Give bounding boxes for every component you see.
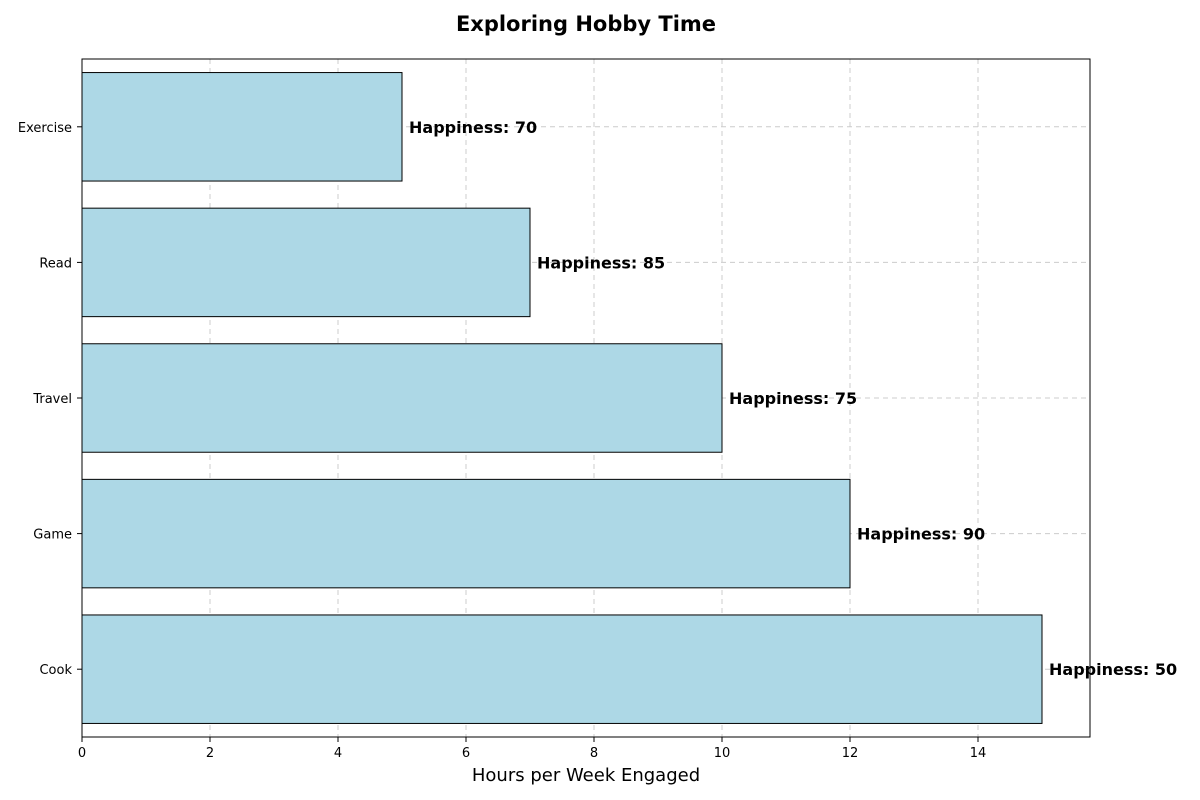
- data-label-exercise: Happiness: 70: [409, 118, 537, 137]
- data-label-cook: Happiness: 50: [1049, 660, 1177, 679]
- x-tick-label: 0: [78, 746, 86, 761]
- x-tick-label: 4: [334, 746, 342, 761]
- data-label-game: Happiness: 90: [857, 525, 985, 544]
- bars-layer: [81, 72, 1043, 724]
- x-tick-label: 8: [590, 746, 598, 761]
- data-labels-layer: Happiness: 50 Happiness: 90 Happiness: 75 H…: [409, 118, 1177, 679]
- y-tick-label-exercise: Exercise: [18, 121, 72, 136]
- x-tick-label: 6: [462, 746, 470, 761]
- x-tick-label: 10: [714, 746, 731, 761]
- y-tick-label-cook: Cook: [39, 663, 72, 678]
- x-tick-label: 2: [206, 746, 214, 761]
- y-tick-label-game: Game: [33, 528, 72, 543]
- y-tick-label-travel: Travel: [32, 392, 72, 407]
- x-axis-label: Hours per Week Engaged: [472, 765, 700, 786]
- bar-exercise: [81, 72, 403, 182]
- chart-title: Exploring Hobby Time: [456, 12, 716, 36]
- bar-cook: [81, 614, 1043, 724]
- bar-travel: [81, 343, 723, 453]
- ticks-layer: 0 2 4 6 8 10 12 14 Cook Game Travel Read Exercise: [18, 121, 986, 761]
- bar-game: [81, 478, 851, 589]
- data-label-travel: Happiness: 75: [729, 389, 857, 408]
- data-label-read: Happiness: 85: [537, 253, 665, 272]
- bar-read: [81, 207, 531, 318]
- x-tick-label: 12: [842, 746, 859, 761]
- x-tick-label: 14: [970, 746, 987, 761]
- y-tick-label-read: Read: [39, 256, 72, 271]
